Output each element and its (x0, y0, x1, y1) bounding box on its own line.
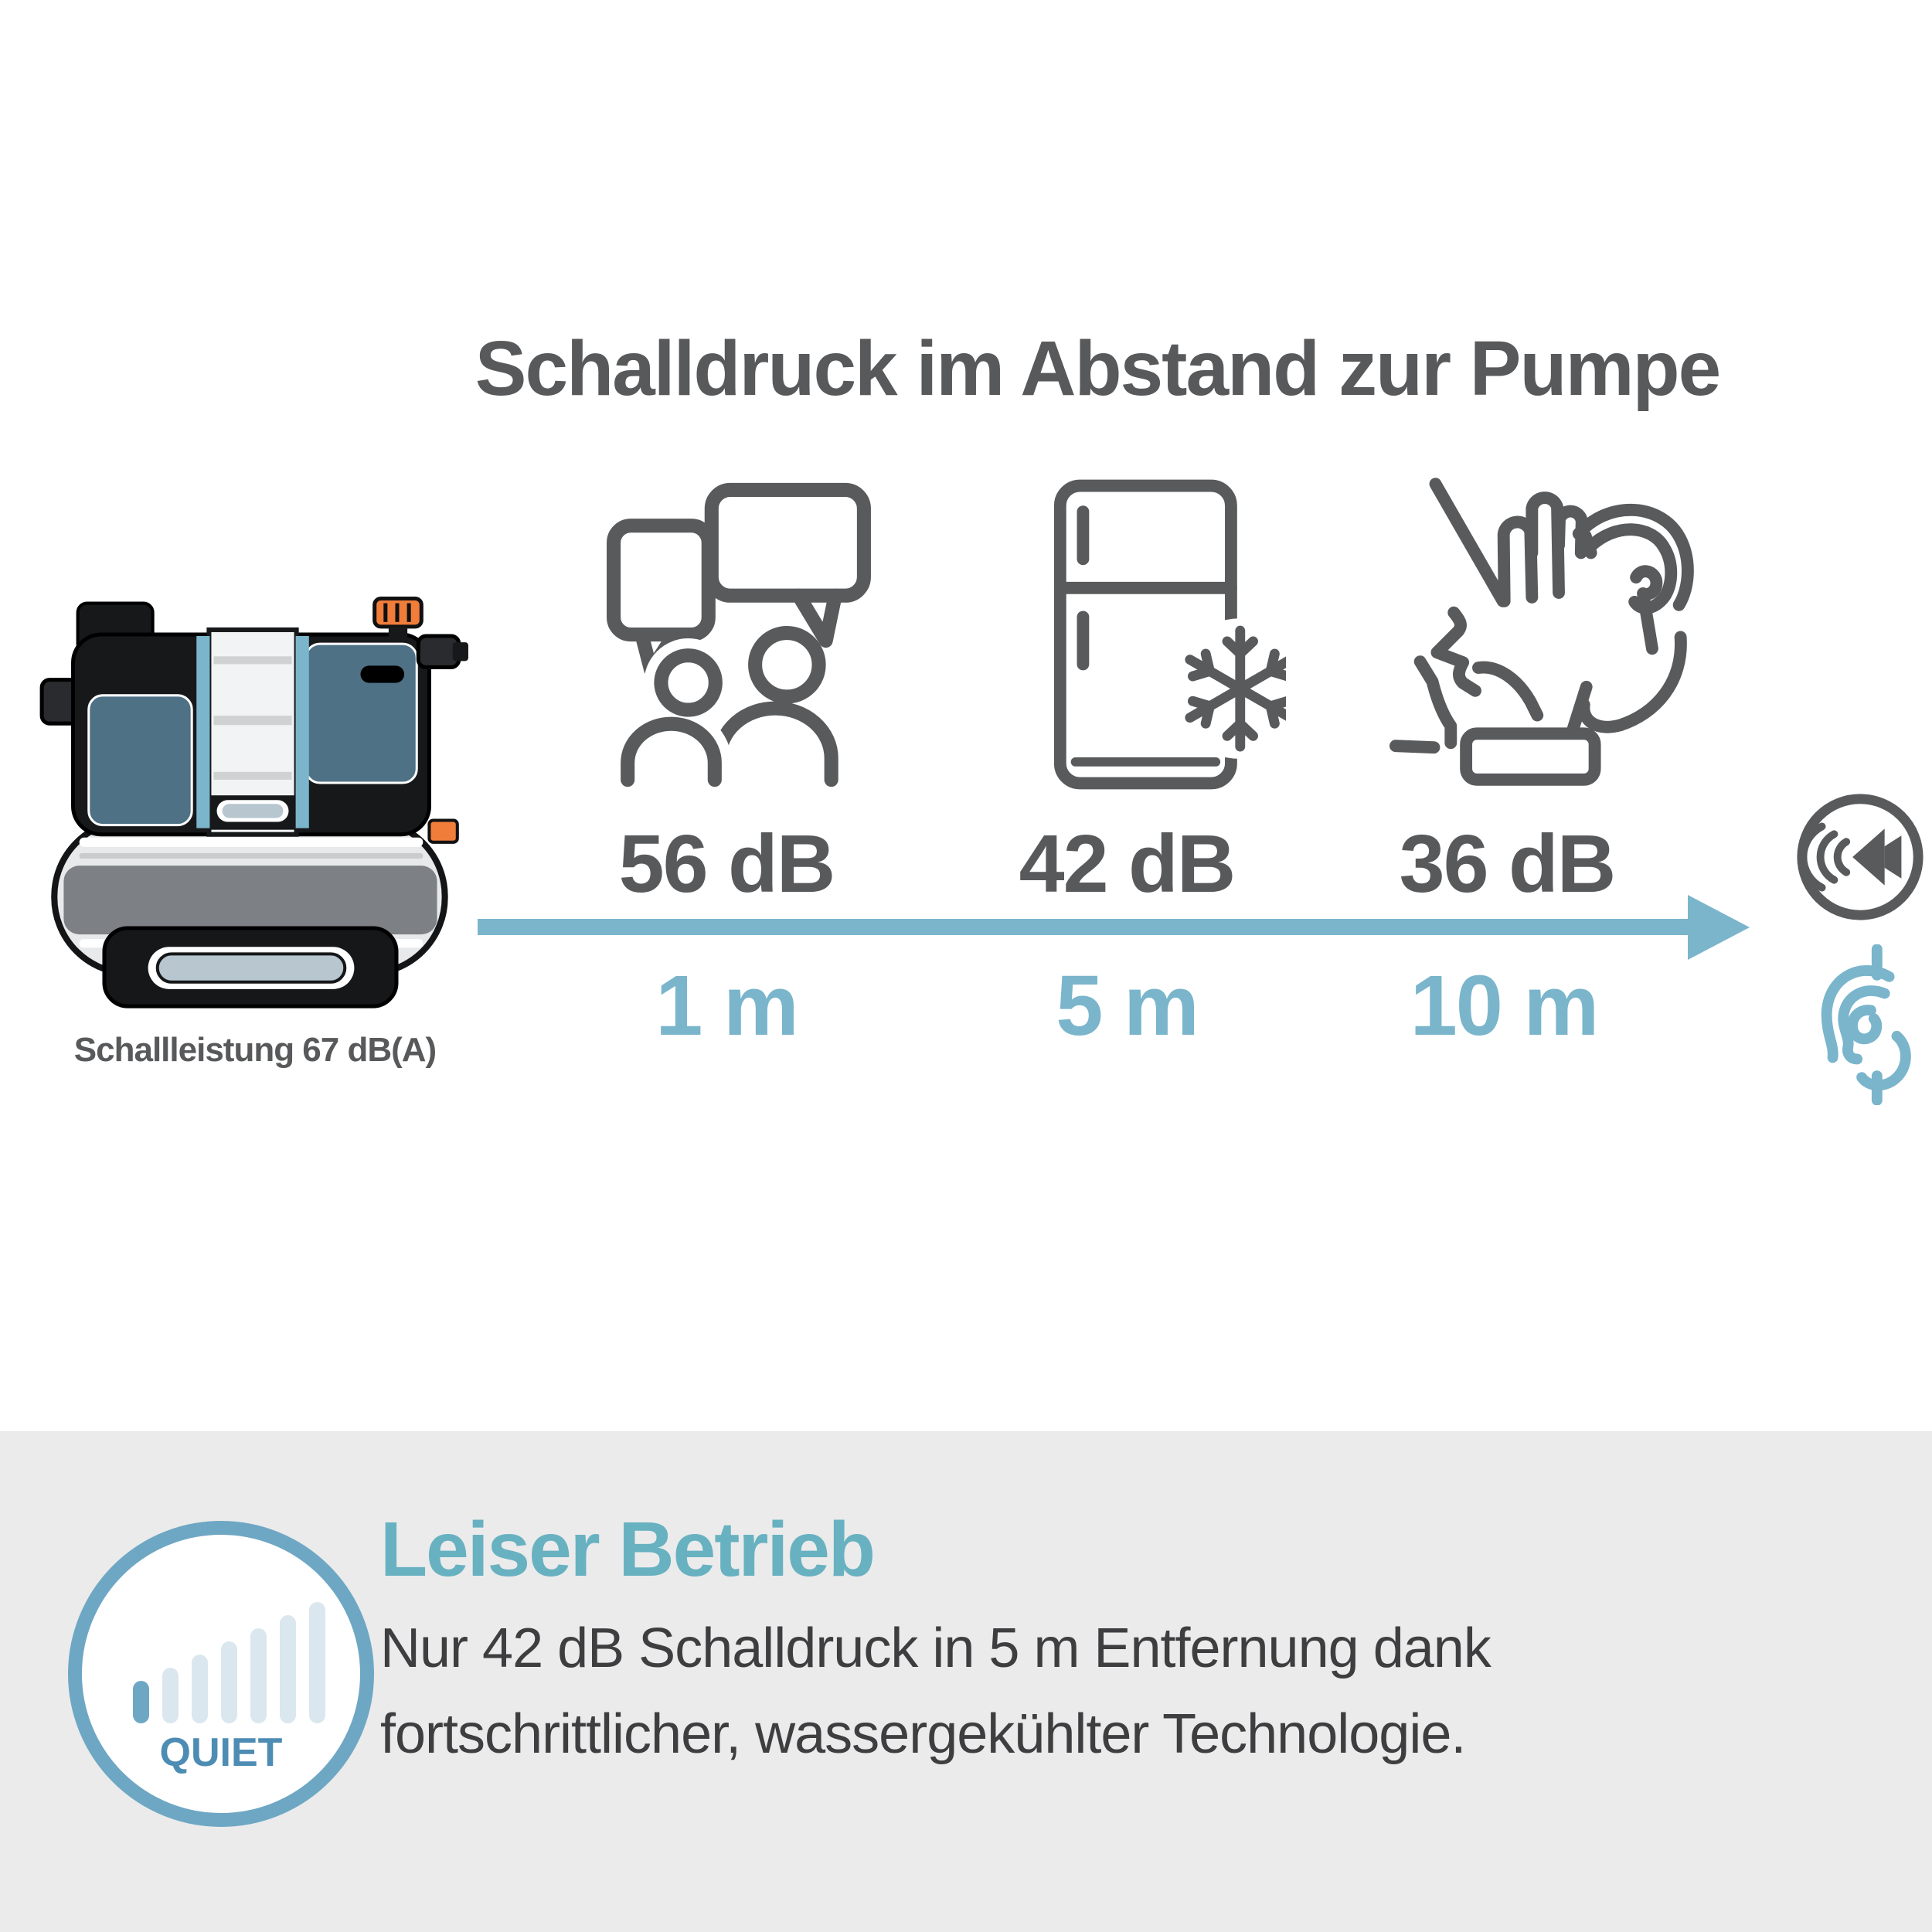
feature-body-line1: Nur 42 dB Schalldruck in 5 m Entfernung … (380, 1617, 1492, 1679)
distance-label-10m: 10 m (1410, 958, 1600, 1053)
ear-icon (1805, 944, 1927, 1105)
distance-label-5m: 5 m (1056, 958, 1199, 1053)
whisper-ear-icon (1389, 461, 1734, 802)
distance-arrow-head (1688, 895, 1750, 960)
quiet-badge-label: QUIET (159, 1730, 283, 1775)
pump-illustration (32, 563, 470, 1029)
distance-label-1m: 1 m (655, 958, 799, 1053)
refrigerator-icon (1049, 474, 1286, 799)
db-value-10m: 36 dB (1399, 818, 1617, 910)
feature-body-text: Nur 42 dB Schalldruck in 5 m Entfernung … (380, 1606, 1740, 1777)
db-value-5m: 42 dB (1019, 818, 1236, 910)
feature-section: QUIET Leiser Betrieb Nur 42 dB Schalldru… (0, 1431, 1932, 1932)
feature-body-line2: fortschrittlicher, wassergekühlter Techn… (380, 1703, 1466, 1765)
speaker-volume-icon (1791, 788, 1929, 926)
quiet-badge: QUIET (68, 1521, 374, 1827)
conversation-icon (603, 470, 875, 793)
distance-arrow-shaft (478, 919, 1689, 935)
pump-caption: Schallleistung 67 dB(A) (73, 1031, 437, 1069)
signal-bars-icon (133, 1602, 325, 1723)
db-value-1m: 56 dB (618, 818, 836, 910)
feature-heading: Leiser Betrieb (380, 1506, 876, 1593)
page-title: Schalldruck im Abstand zur Pumpe (474, 325, 1721, 412)
